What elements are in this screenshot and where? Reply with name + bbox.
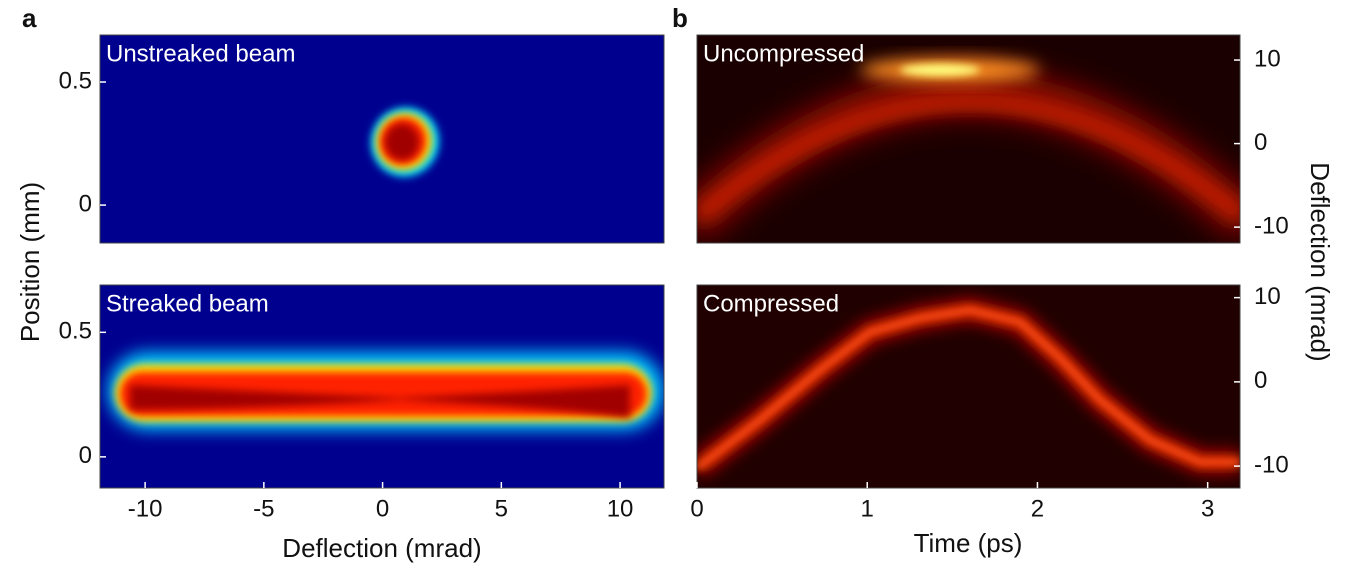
y-tick-label: 0: [1254, 367, 1267, 394]
x-tick-label: -10: [128, 495, 163, 522]
y-tick-label: 10: [1254, 45, 1281, 72]
plot-frame: [696, 284, 1241, 489]
y-tick-label: -10: [1254, 451, 1289, 478]
annotation: Uncompressed: [703, 40, 864, 67]
x-axis-label: Time (ps): [914, 528, 1023, 558]
heatmap-image: [697, 285, 1240, 488]
y-axis-label: Position (mm): [15, 182, 45, 342]
x-tick-label: 2: [1031, 495, 1044, 522]
x-axis-label: Deflection (mrad): [282, 533, 481, 563]
annotation: Compressed: [703, 290, 839, 317]
annotation: Unstreaked beam: [106, 40, 295, 67]
x-tick-label: 10: [607, 495, 634, 522]
heatmap-image: [697, 35, 1240, 243]
y-tick-label: -10: [1254, 212, 1289, 239]
panel-label: a: [22, 3, 37, 33]
y-tick-label: 10: [1254, 283, 1281, 310]
plot-frame: [99, 34, 665, 244]
y-tick-label: 0: [79, 190, 92, 217]
x-tick-label: 0: [690, 495, 703, 522]
annotation: Streaked beam: [106, 290, 269, 317]
x-tick-label: 3: [1201, 495, 1214, 522]
heatmap-image: [100, 35, 664, 243]
x-tick-label: 0: [376, 495, 389, 522]
y-tick-label: 0.5: [59, 67, 92, 94]
panel-label: b: [672, 3, 688, 33]
x-tick-label: 1: [861, 495, 874, 522]
plot-frame: [696, 34, 1241, 244]
y-tick-label: 0: [79, 442, 92, 469]
y-axis-label: Deflection (mrad): [1305, 162, 1335, 361]
x-tick-label: 5: [495, 495, 508, 522]
y-tick-label: 0: [1254, 129, 1267, 156]
y-tick-label: 0.5: [59, 318, 92, 345]
heatmap-image: [100, 285, 664, 488]
x-tick-label: -5: [253, 495, 274, 522]
